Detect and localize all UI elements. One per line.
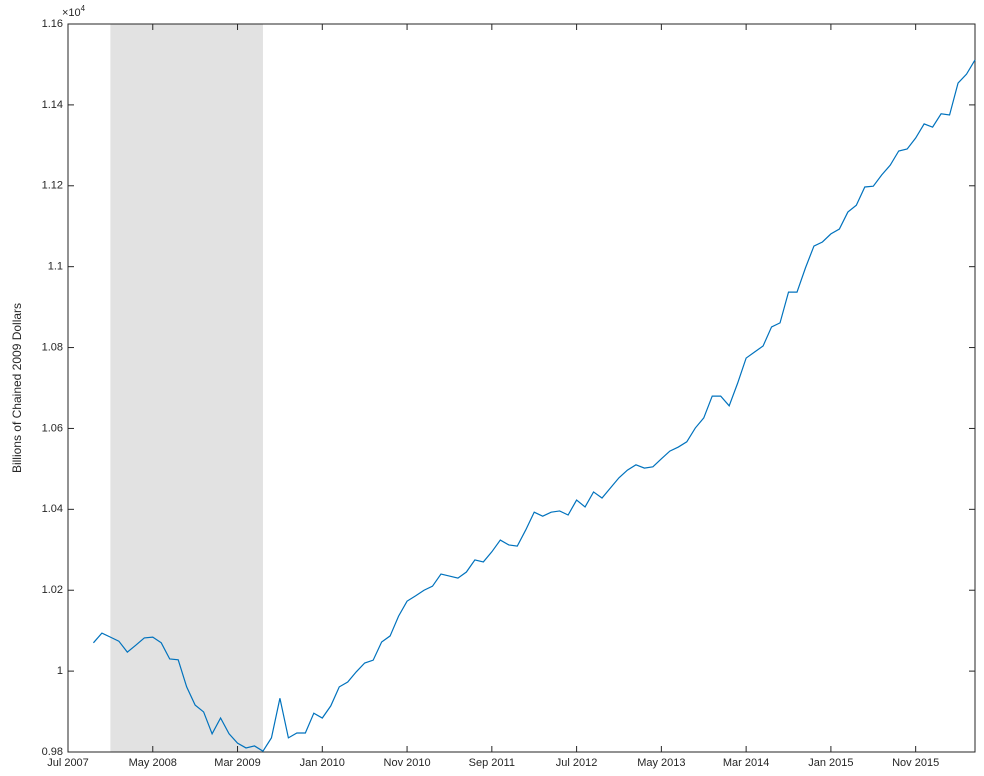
x-tick-label: Sep 2011 (469, 757, 515, 769)
x-tick-label: Mar 2009 (214, 757, 260, 769)
x-tick-label: Jan 2010 (300, 757, 345, 769)
y-multiplier-base: ×10 (62, 7, 81, 19)
y-tick-label: 0.98 (42, 746, 63, 758)
x-tick-label: Mar 2014 (723, 757, 769, 769)
y-tick-label: 1.14 (42, 99, 63, 111)
y-tick-label: 1.08 (42, 341, 63, 353)
y-multiplier: ×104 (62, 4, 86, 19)
y-tick-label: 1.04 (42, 503, 63, 515)
x-tick-label: Nov 2015 (892, 757, 939, 769)
y-tick-label: 1 (57, 665, 63, 677)
x-tick-label: May 2013 (637, 757, 685, 769)
y-tick-label: 1.06 (42, 422, 63, 434)
x-tick-label: Jul 2007 (47, 757, 89, 769)
x-tick-label: May 2008 (129, 757, 177, 769)
y-tick-label: 1.16 (42, 18, 63, 30)
y-tick-label: 1.12 (42, 180, 63, 192)
data-line (92, 59, 976, 753)
y-tick-label: 1.1 (48, 261, 63, 273)
y-tick-label: 1.02 (42, 584, 63, 596)
axes-box (67, 23, 976, 753)
x-tick-label: Nov 2010 (384, 757, 431, 769)
x-tick-label: Jul 2012 (556, 757, 598, 769)
shaded-range (110, 24, 263, 752)
x-tick-label: Jan 2015 (808, 757, 853, 769)
y-exponent: 4 (81, 4, 86, 13)
y-axis-label: Billions of Chained 2009 Dollars (10, 303, 24, 473)
